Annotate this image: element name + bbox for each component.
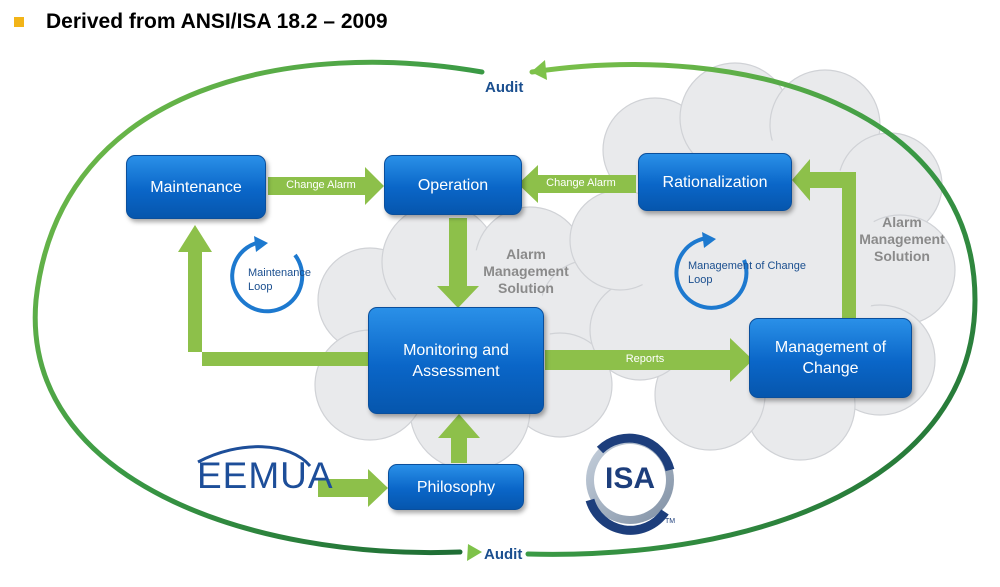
cloud-label-left: Alarm Management Solution [483, 246, 569, 296]
square-bullet-icon [14, 17, 24, 27]
box-operation[interactable]: Operation [384, 155, 522, 215]
audit-orbit [32, 59, 978, 557]
box-philosophy[interactable]: Philosophy [388, 464, 524, 510]
loop-label-moc: Management of Change Loop [688, 260, 807, 286]
circular-arrow-icon [674, 236, 749, 310]
eemua-swoosh [197, 445, 312, 467]
box-maintenance[interactable]: Maintenance [126, 155, 266, 219]
isa-logo [585, 433, 675, 535]
arrow-maintenance-operation [268, 167, 384, 205]
loop-arrowhead-maintenance [254, 236, 268, 252]
audit-label-top: Audit [485, 79, 524, 96]
loop-label-maintenance: Maintenance Loop [248, 267, 311, 293]
cloud-label-right: Alarm Management Solution [859, 214, 945, 264]
isa-trademark: TM [665, 518, 676, 525]
page-title: Derived from ANSI/ISA 18.2 – 2009 [46, 10, 388, 33]
isa-logo-text: ISA [604, 462, 655, 495]
arrow-monitoring-maintenance [178, 225, 368, 366]
box-philosophy-label: Philosophy [416, 478, 496, 496]
arrow-eemua-philosophy [318, 469, 388, 507]
box-moc[interactable]: Management of Change [749, 318, 912, 398]
arrow-label-reports: Reports [625, 353, 665, 365]
header: Derived from ANSI/ISA 18.2 – 2009 [14, 8, 388, 36]
box-moc-label: Management of Change [774, 339, 887, 377]
box-operation-label: Operation [417, 176, 489, 194]
arrow-philosophy-monitoring [438, 414, 480, 463]
arrow-label-change-alarm-left: Change Alarm [286, 179, 356, 191]
arrow-monitoring-moc [545, 338, 753, 382]
arrow-moc-rationalization [792, 159, 856, 318]
audit-arrowhead-bottom [467, 544, 482, 561]
flow-arrows [178, 159, 856, 507]
arrow-rationalization-operation [518, 165, 636, 203]
eemua-logo: EEMUA [197, 455, 334, 496]
box-monitoring-label: Monitoring and Assessment [403, 341, 509, 380]
audit-arrowhead-top [531, 60, 547, 80]
loop-arrowhead-moc [702, 232, 716, 248]
arrow-label-change-alarm-right: Change Alarm [546, 177, 616, 189]
circular-arrow-icon [230, 240, 305, 314]
audit-label-bottom: Audit [484, 546, 523, 563]
box-maintenance-label: Maintenance [150, 178, 242, 196]
box-rationalization[interactable]: Rationalization [638, 153, 792, 211]
box-monitoring[interactable]: Monitoring and Assessment [368, 307, 544, 414]
box-rationalization-label: Rationalization [662, 173, 768, 191]
arrow-operation-monitoring [437, 218, 479, 308]
